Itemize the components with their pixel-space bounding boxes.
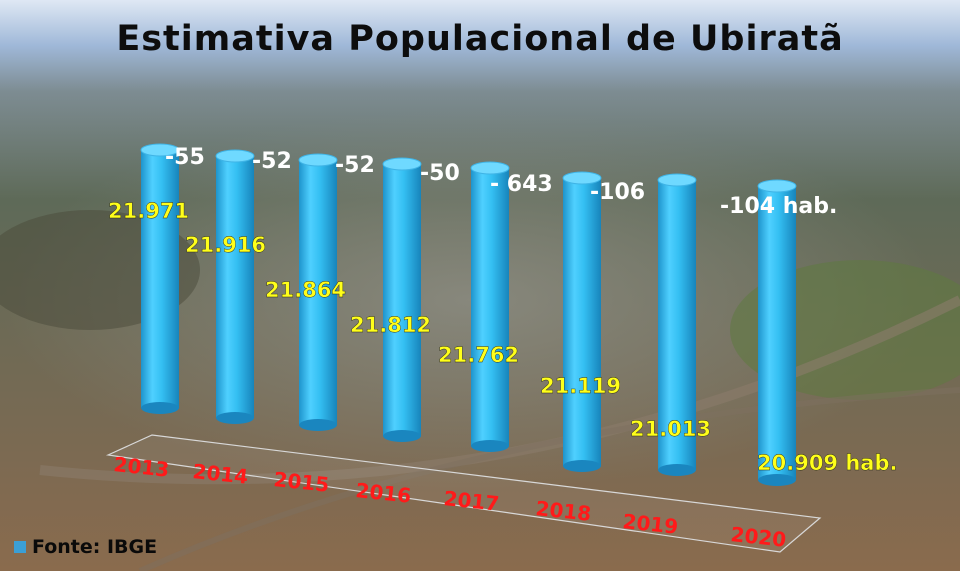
bar-body — [563, 178, 601, 466]
bar-body — [299, 160, 337, 425]
bar-bottom — [471, 440, 509, 452]
bar-2018 — [562, 171, 602, 472]
bar-2019 — [657, 173, 697, 476]
year-label: 2017 — [442, 486, 500, 516]
change-label: -104 hab. — [720, 194, 837, 219]
bar-bottom — [563, 460, 601, 472]
bar-top — [562, 171, 602, 185]
year-label: 2013 — [112, 452, 170, 482]
bar-2013 — [140, 143, 180, 414]
value-label: 21.812 — [350, 313, 431, 337]
year-label: 2019 — [621, 509, 679, 539]
bar-2014 — [215, 149, 255, 424]
bar-bottom — [658, 464, 696, 476]
chart-title: Estimativa Populacional de Ubiratã — [116, 19, 843, 59]
bar-top — [757, 179, 797, 193]
bar-bottom — [216, 412, 254, 424]
bar-bottom — [383, 430, 421, 442]
bar-body — [216, 156, 254, 418]
bar-2017 — [470, 161, 510, 452]
bar-body — [141, 150, 179, 408]
value-label: 21.013 — [630, 417, 711, 441]
bar-2020 — [757, 179, 797, 486]
bar-2015 — [298, 153, 338, 431]
bar-top — [298, 153, 338, 167]
value-label: 21.864 — [265, 278, 346, 302]
value-label: 21.762 — [438, 343, 519, 367]
change-label: -52 — [252, 149, 292, 174]
change-label: - 643 — [490, 172, 553, 197]
value-label: 21.971 — [108, 199, 189, 223]
value-label: 20.909 hab. — [757, 451, 897, 475]
year-label: 2018 — [534, 496, 592, 526]
source-text: Fonte: IBGE — [32, 536, 157, 558]
bar-top — [470, 161, 510, 175]
bar-body — [383, 164, 421, 436]
bar-body — [758, 186, 796, 480]
bar-bottom — [141, 402, 179, 414]
chart-labels: 21.971 -55 2013 21.916 -52 2014 21.864 -52 2015 2… — [108, 145, 898, 552]
change-label: -55 — [165, 145, 205, 170]
year-label: 2015 — [272, 467, 330, 497]
bar-top — [382, 157, 422, 171]
bar-bottom — [299, 419, 337, 431]
bar-top — [215, 149, 255, 163]
year-label: 2016 — [354, 478, 412, 508]
change-label: -52 — [335, 153, 375, 178]
bar-2016 — [382, 157, 422, 442]
value-label: 21.916 — [185, 233, 266, 257]
bar-body — [471, 168, 509, 446]
change-label: -106 — [590, 180, 645, 205]
chart-base-plane — [105, 434, 822, 553]
year-label: 2020 — [729, 522, 787, 552]
value-label: 21.119 — [540, 374, 621, 398]
bar-top — [657, 173, 697, 187]
road-2 — [138, 387, 960, 571]
bar-top — [140, 143, 180, 157]
change-label: -50 — [420, 161, 460, 186]
bar-bottom — [758, 474, 796, 486]
chart-bars — [140, 143, 797, 486]
bar-body — [658, 180, 696, 470]
year-label: 2014 — [191, 459, 249, 489]
source-marker — [14, 541, 26, 553]
